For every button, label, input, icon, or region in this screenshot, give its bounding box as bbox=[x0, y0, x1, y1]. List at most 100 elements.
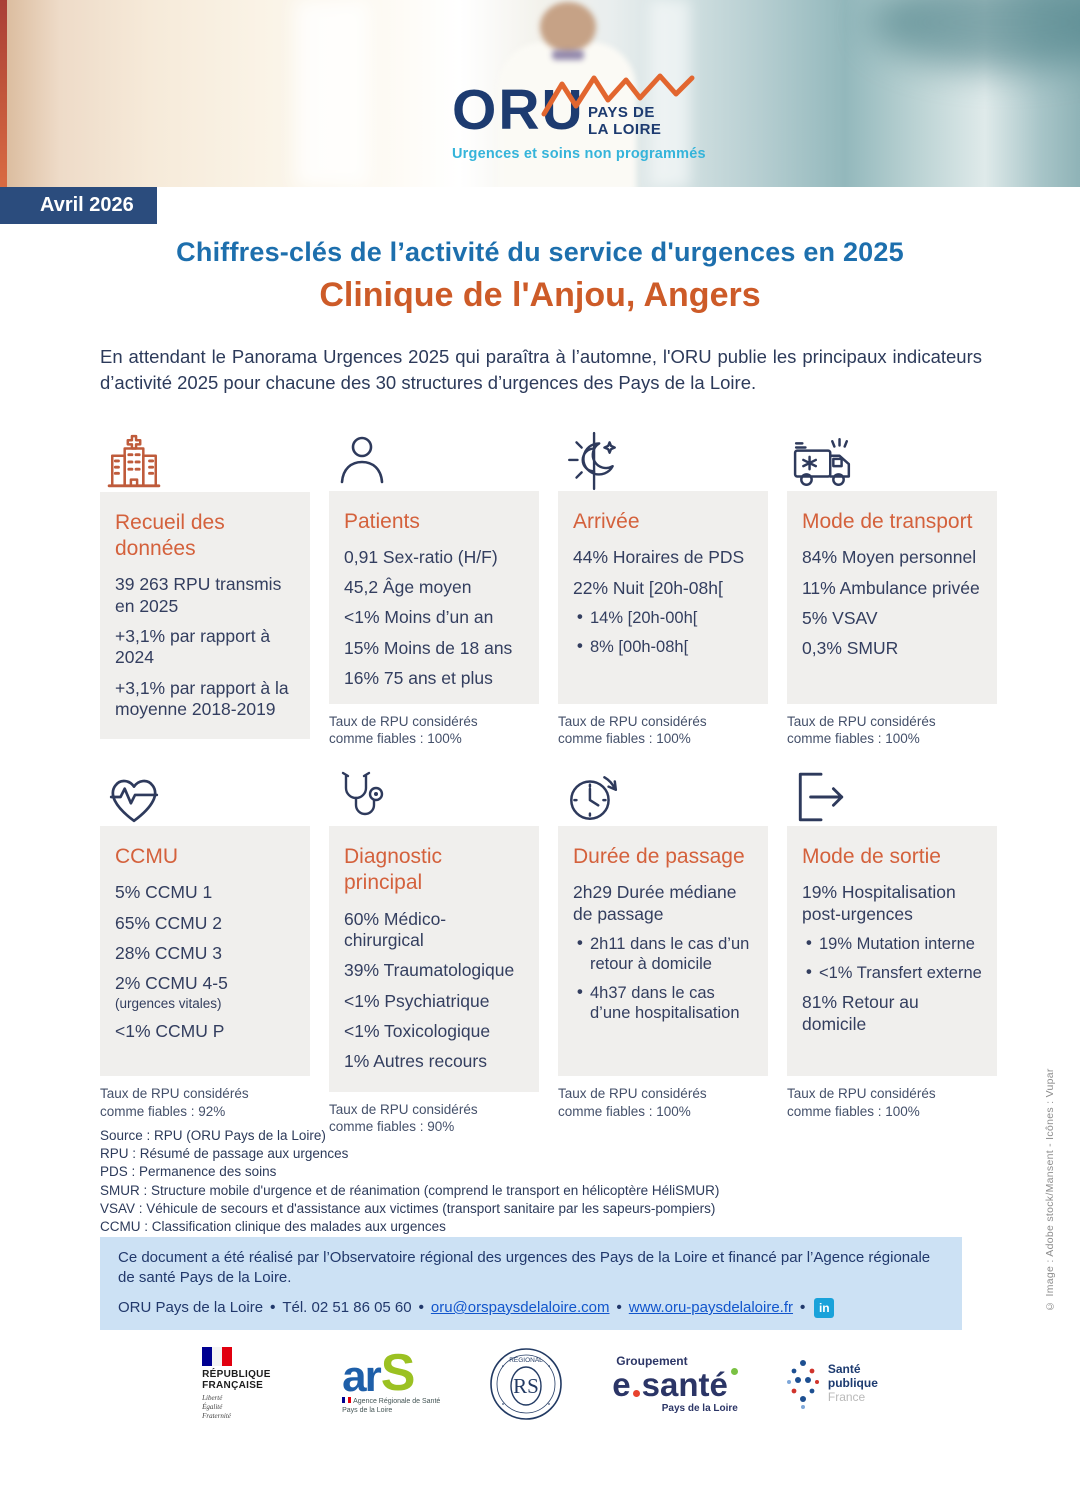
card-title: Mode de sortie bbox=[802, 845, 941, 868]
card-stat-line: 5% VSAV bbox=[802, 607, 878, 628]
card-stat-line: 8% [00h-08h[ bbox=[573, 636, 753, 657]
oru-zigzag-icon bbox=[541, 73, 695, 117]
card-stat-line: 2% CCMU 4-5 (urgences vitales) bbox=[115, 973, 295, 1012]
card-body: Mode de sortie 19% Hospitalisation post-… bbox=[787, 826, 997, 1076]
french-flag-icon bbox=[342, 1397, 352, 1404]
sante-publique-france-logo: Santé publique France bbox=[786, 1358, 878, 1410]
card-lines: 39 263 RPU transmis en 2025 +3,1% par rap… bbox=[115, 574, 295, 720]
card-body: Durée de passage 2h29 Durée médiane de p… bbox=[558, 826, 768, 1076]
card-stat-line: 81% Retour au domicile bbox=[802, 992, 919, 1034]
bullet-separator bbox=[793, 1299, 812, 1316]
linkedin-icon[interactable] bbox=[814, 1297, 835, 1318]
oru-logo-tagline: Urgences et soins non programmés bbox=[452, 146, 706, 162]
esante-region-text: Pays de la Loire bbox=[661, 1403, 738, 1414]
card-patients: Patients 0,91 Sex-ratio (H/F) 45,2 Âge mo… bbox=[329, 430, 539, 748]
card-stat-line: 65% CCMU 2 bbox=[115, 912, 222, 933]
card-stat-line: <1% Psychiatrique bbox=[344, 990, 490, 1011]
card-title: Arrivée bbox=[573, 509, 640, 533]
ors-seal-logo: RÉGIONAL RS bbox=[488, 1346, 564, 1422]
photo-person bbox=[498, 42, 636, 187]
card-stat-line: 22% Nuit [20h-08h[ bbox=[573, 577, 723, 598]
card-stat-line: 16% 75 ans et plus bbox=[344, 668, 493, 689]
contact-phone: Tél. 02 51 86 05 60 bbox=[282, 1299, 412, 1316]
card-body: Arrivée 44% Horaires de PDS 22% Nuit [20h… bbox=[558, 490, 768, 704]
esante-red-dot-icon bbox=[632, 1390, 640, 1397]
ars-region: Pays de la Loire bbox=[342, 1407, 393, 1415]
contact-email-link[interactable]: oru@orspaysdelaloire.com bbox=[430, 1299, 610, 1316]
spf-dots-icon bbox=[786, 1360, 819, 1409]
card-stat-line: 45,2 Âge moyen bbox=[344, 577, 472, 598]
image-credit: © Image : Adobe stock/Mansent - Icônes :… bbox=[1044, 1068, 1056, 1312]
card-lines: 19% Hospitalisation post-urgences 19% Mut… bbox=[802, 882, 982, 1035]
heart-ecg-icon bbox=[100, 764, 310, 826]
contact-details: ORU Pays de la Loire Tél. 02 51 86 05 60… bbox=[118, 1297, 944, 1318]
card-duree-de-passage: Durée de passage 2h29 Durée médiane de p… bbox=[558, 764, 768, 1136]
card-stat-line: 14% [20h-00h[ bbox=[573, 607, 753, 628]
card-title: Recueil des données bbox=[115, 510, 225, 561]
esante-logo: Groupement e santé Pays de la Loire bbox=[612, 1354, 738, 1414]
card-footnote: Taux de RPU considérés comme fiables : 1… bbox=[787, 713, 936, 747]
republique-francaise-logo: RÉPUBLIQUE FRANÇAISE Liberté Égalité Fra… bbox=[202, 1347, 294, 1420]
page-title: Chiffres-clés de l’activité du service d… bbox=[176, 237, 904, 267]
glossary-line: SMUR : Structure mobile d'urgence et de … bbox=[100, 1182, 720, 1198]
card-stat-line: 2h11 dans le cas d’un retour à domicile bbox=[573, 933, 753, 974]
contact-text: Ce document a été réalisé par l’Observat… bbox=[118, 1249, 931, 1287]
card-footnote: Taux de RPU considérés comme fiables : 1… bbox=[558, 713, 707, 747]
ors-ring-text: RÉGIONAL bbox=[510, 1355, 544, 1364]
card-body: Recueil des données 39 263 RPU transmis … bbox=[100, 491, 310, 739]
card-stat-line: 44% Horaires de PDS bbox=[573, 547, 745, 568]
card-footnote: Taux de RPU considérés comme fiables : 9… bbox=[100, 1086, 249, 1119]
card-stat-line: 2h29 Durée médiane de passage bbox=[573, 882, 737, 924]
hospital-icon bbox=[100, 430, 310, 492]
rf-motto-line3: Fraternité bbox=[202, 1411, 231, 1420]
card-body: Diagnostic principal 60% Médico-chirurgi… bbox=[329, 826, 539, 1092]
contact-org: ORU Pays de la Loire bbox=[118, 1299, 264, 1316]
ors-monogram: RS bbox=[513, 1374, 539, 1398]
card-stat-line: <1% Moins d’un an bbox=[344, 607, 494, 628]
card-stat-line: 19% Mutation interne bbox=[802, 933, 982, 954]
card-footnote: Taux de RPU considérés comme fiables : 9… bbox=[329, 1101, 478, 1135]
card-stat-line: 11% Ambulance privée bbox=[802, 577, 980, 598]
rf-title-line1: RÉPUBLIQUE bbox=[202, 1369, 271, 1381]
card-footnote: Taux de RPU considérés comme fiables : 1… bbox=[787, 1086, 936, 1119]
card-stat-line: <1% Transfert externe bbox=[802, 962, 982, 983]
card-ccmu: CCMU 5% CCMU 1 65% CCMU 2 28% CCMU 3 2% CCM… bbox=[100, 764, 310, 1136]
card-diagnostic-principal: Diagnostic principal 60% Médico-chirurgi… bbox=[329, 764, 539, 1136]
card-stat-line: +3,1% par rapport à la moyenne 2018-2019 bbox=[115, 677, 289, 720]
glossary-line: CCMU : Classification clinique des malad… bbox=[100, 1218, 446, 1234]
contact-website-link[interactable]: www.oru-paysdelaloire.fr bbox=[628, 1299, 794, 1316]
card-lines: 84% Moyen personnel 11% Ambulance privée 5… bbox=[802, 547, 982, 659]
photo-teal-blur bbox=[870, 0, 1080, 70]
card-stat-line: 0,3% SMUR bbox=[802, 638, 899, 659]
ars-ar-text: ar bbox=[342, 1352, 382, 1402]
spf-line2: publique bbox=[827, 1376, 878, 1391]
spf-line1: Santé bbox=[827, 1362, 861, 1377]
glossary-line: RPU : Résumé de passage aux urgences bbox=[100, 1146, 349, 1162]
card-stat-line: 15% Moins de 18 ans bbox=[344, 637, 513, 658]
oru-logo-region: PAYS DE LA LOIRE bbox=[588, 104, 661, 139]
bullet-separator bbox=[610, 1299, 629, 1316]
glossary-line: VSAV : Véhicule de secours et d'assistan… bbox=[100, 1200, 716, 1216]
stethoscope-icon bbox=[329, 764, 539, 826]
rf-title-line2: FRANÇAISE bbox=[202, 1380, 264, 1392]
card-body: Mode de transport 84% Moyen personnel 11%… bbox=[787, 490, 997, 704]
person-icon bbox=[329, 430, 539, 491]
card-title: Mode de transport bbox=[802, 509, 973, 533]
glossary-line: PDS : Permanence des soins bbox=[100, 1164, 277, 1180]
card-stat-line: 4h37 dans le cas d’une hospitalisation bbox=[573, 982, 753, 1023]
card-title: CCMU bbox=[115, 845, 178, 868]
card-stat-line: 39% Traumatologique bbox=[344, 960, 515, 981]
rf-motto-line2: Égalité bbox=[202, 1403, 223, 1412]
glossary-line: Source : RPU (ORU Pays de la Loire) bbox=[100, 1128, 326, 1143]
esante-green-dot-icon bbox=[730, 1368, 738, 1375]
card-lines: 5% CCMU 1 65% CCMU 2 28% CCMU 3 2% CCMU 4-5… bbox=[115, 882, 295, 1042]
ambulance-icon bbox=[787, 430, 997, 491]
rf-motto-line1: Liberté bbox=[202, 1394, 223, 1403]
esante-sante-text: santé bbox=[641, 1366, 728, 1403]
card-title: Diagnostic principal bbox=[344, 845, 443, 895]
ars-subtitle: Agence Régionale de Santé bbox=[353, 1398, 441, 1406]
card-stat-line: 19% Hospitalisation post-urgences bbox=[802, 882, 956, 924]
date-badge: Avril 2026 bbox=[0, 187, 157, 224]
intro-paragraph: En attendant le Panorama Urgences 2025 q… bbox=[100, 346, 982, 394]
card-lines: 2h29 Durée médiane de passage 2h11 dans l… bbox=[573, 882, 753, 1023]
